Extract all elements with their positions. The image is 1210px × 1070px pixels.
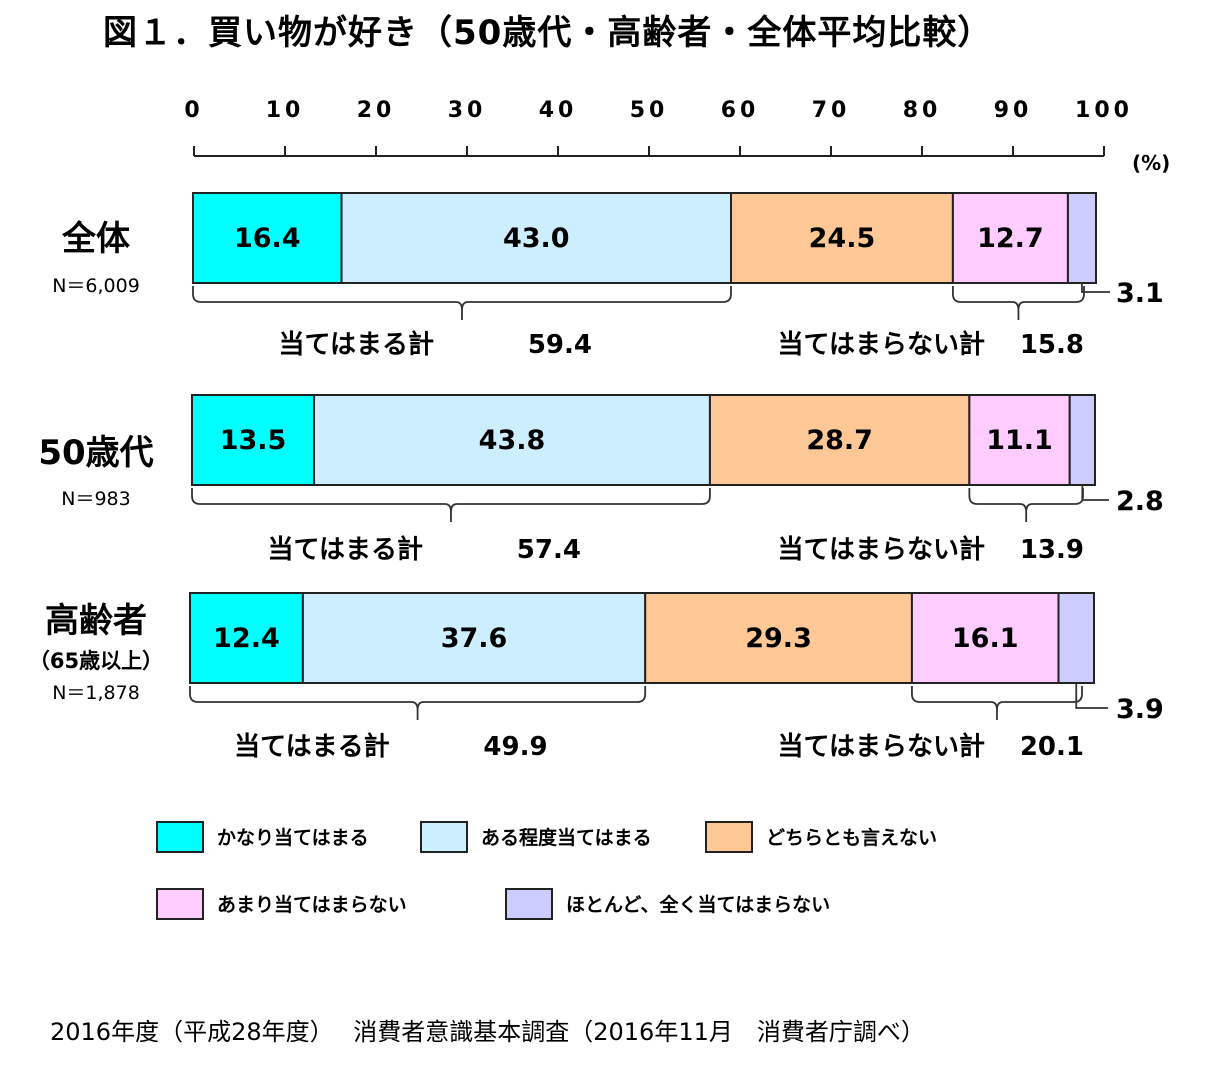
source-note: 2016年度（平成28年度） 消費者意識基本調査（2016年11月 消費者庁調べ… xyxy=(50,1018,925,1046)
sample-size-label: N＝6,009 xyxy=(52,275,140,297)
data-label: 11.1 xyxy=(986,425,1053,456)
category-sublabel: （65歳以上） xyxy=(29,649,163,673)
data-label: 43.8 xyxy=(479,425,546,456)
legend-label: あまり当てはまらない xyxy=(217,893,407,916)
sum-agree-label: 当てはまる計 xyxy=(267,534,422,565)
legend-swatch xyxy=(705,821,753,853)
bar-segment xyxy=(301,592,647,684)
legend-swatch xyxy=(420,821,468,853)
bar-segment xyxy=(729,192,954,284)
data-label: 12.7 xyxy=(977,223,1044,254)
bar-segment xyxy=(644,592,913,684)
tick-label: 90 xyxy=(994,98,1033,123)
sum-agree-value: 49.9 xyxy=(483,732,547,762)
tick-label: 30 xyxy=(448,98,487,123)
category-label: 高齢者 xyxy=(45,601,147,641)
legend-swatch xyxy=(156,821,204,853)
legend-item: ほとんど、全く当てはまらない xyxy=(505,888,830,920)
sum-brace xyxy=(951,286,1085,320)
bar-segment xyxy=(951,192,1069,284)
bar-segment xyxy=(708,394,971,486)
tick-label: 80 xyxy=(903,98,942,123)
legend-label: どちらとも言えない xyxy=(766,826,937,849)
data-label: 3.9 xyxy=(1116,694,1164,725)
sum-disagree-label: 当てはまらない計 xyxy=(778,329,985,360)
axis-unit: (%) xyxy=(1132,151,1170,175)
bar-segment xyxy=(1057,592,1096,684)
bar-segment xyxy=(189,592,304,684)
sum-agree-label: 当てはまる計 xyxy=(234,731,389,762)
sum-brace xyxy=(911,686,1083,720)
legend-label: ある程度当てはまる xyxy=(481,826,652,849)
label-leader xyxy=(1081,283,1110,293)
tick-label: 100 xyxy=(1075,98,1133,123)
label-leader xyxy=(1081,485,1109,501)
data-label: 29.3 xyxy=(745,623,812,654)
sum-disagree-label: 当てはまらない計 xyxy=(778,731,985,762)
bar-row: 50歳代 N＝983 13.5 43.8 28.7 11.1 2.8 当てはまる計 57.4 当て… xyxy=(38,394,1164,565)
sum-brace xyxy=(191,488,711,522)
tick-label: 70 xyxy=(812,98,851,123)
legend-item: どちらとも言えない xyxy=(705,821,937,853)
legend-item: かなり当てはまる xyxy=(156,821,369,853)
tick-label: 40 xyxy=(539,98,578,123)
sample-size-label: N＝1,878 xyxy=(52,682,140,704)
sum-disagree-value: 15.8 xyxy=(1020,330,1084,360)
tick-label: 10 xyxy=(266,98,305,123)
tick-label: 50 xyxy=(630,98,669,123)
data-label: 13.5 xyxy=(220,425,287,456)
data-label: 12.4 xyxy=(213,623,280,654)
legend-item: ある程度当てはまる xyxy=(420,821,652,853)
label-leader xyxy=(1075,683,1108,709)
bar-segment xyxy=(191,394,316,486)
legend-swatch xyxy=(505,888,553,920)
x-axis: 0 10 20 30 40 50 60 70 80 90 100 xyxy=(184,98,1133,157)
sum-brace xyxy=(192,286,732,320)
legend-item: あまり当てはまらない xyxy=(156,888,407,920)
legend-swatch xyxy=(156,888,204,920)
sum-disagree-value: 13.9 xyxy=(1020,535,1084,565)
data-label: 2.8 xyxy=(1116,486,1164,517)
tick-label: 20 xyxy=(357,98,396,123)
sum-brace xyxy=(189,686,647,720)
tick-label: 60 xyxy=(721,98,760,123)
data-label: 16.1 xyxy=(952,623,1019,654)
legend-label: ほとんど、全く当てはまらない xyxy=(566,893,830,916)
legend-label: かなり当てはまる xyxy=(217,826,369,849)
bar-segment xyxy=(313,394,711,486)
data-label: 24.5 xyxy=(809,223,876,254)
data-label: 28.7 xyxy=(806,425,873,456)
bar-row: 全体 N＝6,009 16.4 43.0 24.5 12.7 3.1 当てはまる計 59.4 当て… xyxy=(52,192,1164,360)
sample-size-label: N＝983 xyxy=(61,488,130,510)
category-label: 50歳代 xyxy=(38,433,153,473)
sum-disagree-value: 20.1 xyxy=(1020,732,1084,762)
bar-rows: 全体 N＝6,009 16.4 43.0 24.5 12.7 3.1 当てはまる計 59.4 当て… xyxy=(29,192,1164,762)
data-label: 37.6 xyxy=(441,623,508,654)
category-label: 全体 xyxy=(61,219,130,259)
bar-segment xyxy=(1066,192,1097,284)
bar-segment xyxy=(340,192,732,284)
sum-agree-label: 当てはまる計 xyxy=(279,329,434,360)
bar-row: 高齢者 （65歳以上） N＝1,878 12.4 37.6 29.3 16.1 3.9 当てはま… xyxy=(29,592,1164,762)
bar-segment xyxy=(910,592,1060,684)
sum-agree-value: 59.4 xyxy=(528,330,592,360)
chart-title: 図１．買い物が好き（50歳代・高齢者・全体平均比較） xyxy=(103,13,992,53)
sum-disagree-label: 当てはまらない計 xyxy=(778,534,985,565)
data-label: 16.4 xyxy=(234,223,301,254)
sum-brace xyxy=(968,488,1084,522)
bar-segment xyxy=(1068,394,1096,486)
bar-segment xyxy=(192,192,343,284)
sum-agree-value: 57.4 xyxy=(517,535,581,565)
data-label: 43.0 xyxy=(503,223,570,254)
tick-label: 0 xyxy=(184,98,203,123)
data-label: 3.1 xyxy=(1116,278,1164,309)
